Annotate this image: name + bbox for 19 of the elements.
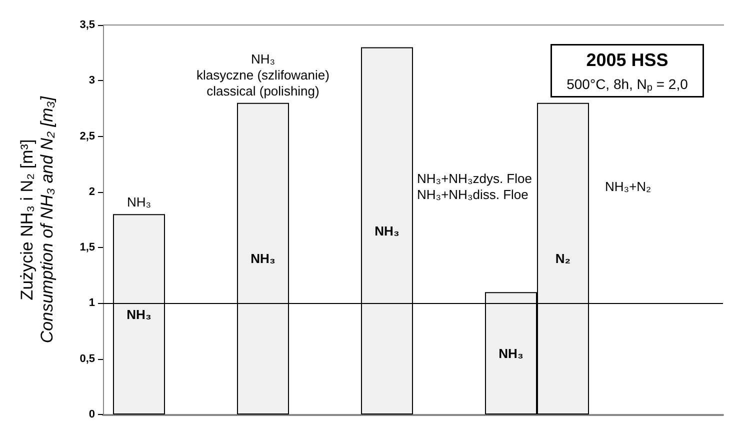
annotation: NH₃ xyxy=(126,194,152,210)
annotation: NH₃ klasyczne (szlifowanie) classical (polishing) xyxy=(196,51,330,98)
y-tick-label: 3 xyxy=(88,74,95,87)
y-tick-label: 3,5 xyxy=(80,19,95,31)
series-label: NH₃ xyxy=(126,306,152,322)
y-tick-label: 0 xyxy=(88,408,95,420)
y-tick-label: 2,5 xyxy=(80,130,95,142)
y-tick-label: 1 xyxy=(88,297,95,310)
text: 2005 HSS xyxy=(586,50,668,70)
y-tick-label: 0,5 xyxy=(80,352,95,365)
annotation: NH₃+NH₃zdys. Floe NH₃+NH₃diss. Floe xyxy=(417,170,532,202)
y-tick-label: 2 xyxy=(88,186,95,198)
y-tick-label: 1,5 xyxy=(80,242,95,254)
text: NH₃ xyxy=(374,223,400,238)
series-label: N₂ xyxy=(555,251,571,266)
text: NH₃ xyxy=(250,251,276,266)
y-axis-title: Zużycie NH₃ i N₂ [m³] Consumption of NH₃ and N₂ [m₃] xyxy=(18,95,56,344)
text: NH₃ xyxy=(498,346,524,361)
annotation: NH₃+N₂ xyxy=(605,178,652,194)
